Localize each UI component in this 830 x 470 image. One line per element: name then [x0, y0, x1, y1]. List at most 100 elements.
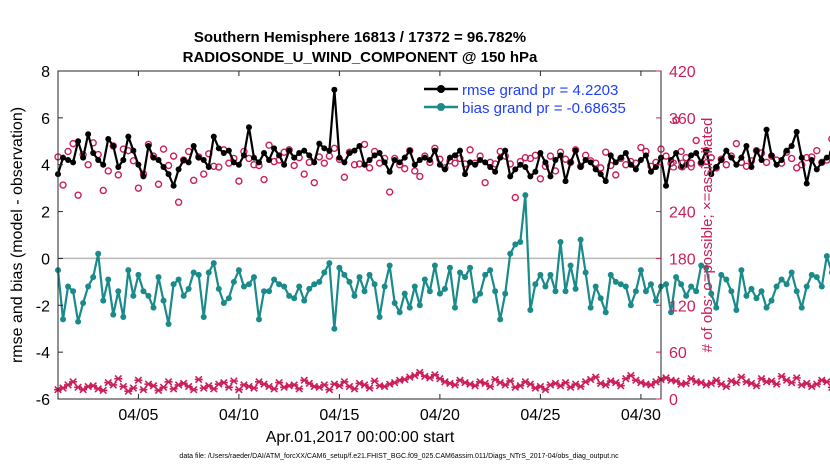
- rmse-point: [527, 173, 534, 180]
- rmse-point: [642, 152, 649, 159]
- rmse-point: [753, 147, 760, 154]
- rmse-point: [371, 152, 378, 159]
- bias-point: [487, 267, 494, 274]
- rmse-point: [507, 173, 514, 180]
- bias-point: [467, 264, 474, 271]
- bias-point: [296, 283, 303, 290]
- bias-point: [235, 267, 242, 274]
- obs-possible-point: [466, 146, 474, 154]
- rmse-point: [788, 142, 795, 149]
- rmse-point: [396, 159, 403, 166]
- bias-point: [783, 281, 790, 288]
- rmse-point: [617, 154, 624, 161]
- obs-assimilated-point: [229, 377, 238, 385]
- bias-point: [642, 288, 649, 295]
- rmse-point: [482, 159, 489, 166]
- y-tick-label: 8: [41, 64, 50, 81]
- rmse-point: [291, 154, 298, 161]
- bias-point: [436, 290, 443, 297]
- rmse-point: [627, 161, 634, 168]
- rmse-point: [502, 147, 509, 154]
- rmse-point: [215, 145, 222, 152]
- obs-assimilated-point: [295, 385, 304, 393]
- rmse-point: [190, 142, 197, 149]
- bias-point: [708, 290, 715, 297]
- bias-point: [577, 236, 584, 243]
- bias-point: [512, 241, 519, 248]
- bias-point: [632, 288, 639, 295]
- rmse-point: [512, 166, 519, 173]
- obs-possible-point: [536, 175, 545, 183]
- rmse-point: [261, 150, 268, 156]
- rmse-point: [808, 157, 815, 164]
- bias-point: [537, 271, 544, 278]
- bias-point: [587, 304, 594, 311]
- obs-possible-point: [672, 116, 680, 124]
- rmse-point: [477, 157, 484, 164]
- bias-point: [733, 306, 740, 313]
- bias-point: [768, 297, 775, 304]
- rmse-point: [728, 154, 735, 161]
- obs-possible-point: [114, 171, 123, 179]
- rmse-point: [195, 154, 202, 161]
- obs-assimilated-point: [194, 375, 203, 384]
- bias-point: [622, 283, 629, 290]
- rmse-point: [813, 166, 820, 173]
- bias-point: [542, 283, 549, 290]
- rmse-point: [110, 142, 117, 149]
- bias-point: [472, 297, 479, 304]
- bias-point: [185, 285, 192, 292]
- rmse-point: [607, 152, 614, 159]
- bias-point: [60, 316, 67, 323]
- data-file-footnote: data file: /Users/raeder/DAI/ATM_forcXX/…: [179, 453, 619, 460]
- rmse-point: [773, 161, 780, 168]
- obs-possible-point: [350, 161, 359, 169]
- rmse-point: [462, 171, 469, 178]
- bias-point: [396, 309, 403, 316]
- bias-point: [693, 288, 700, 295]
- bias-point: [245, 281, 252, 288]
- rmse-point: [90, 150, 97, 156]
- bias-point: [160, 297, 167, 304]
- rmse-point: [326, 147, 333, 154]
- obs-possible-point: [637, 143, 645, 152]
- bias-point: [371, 281, 378, 288]
- rmse-point: [205, 164, 212, 171]
- rmse-point: [612, 159, 619, 166]
- rmse-point: [281, 161, 288, 168]
- bias-point: [793, 288, 800, 295]
- rmse-point: [637, 157, 644, 164]
- obs-assimilated-point: [365, 384, 374, 392]
- legend: rmse grand pr = 4.2203 bias grand pr = -…: [416, 78, 660, 117]
- y-tick-label: 2: [41, 205, 50, 222]
- rmse-point: [256, 159, 262, 166]
- bias-point: [100, 297, 107, 304]
- obs-possible-point: [64, 147, 72, 156]
- obs-possible-point: [59, 181, 67, 189]
- rmse-point: [467, 159, 474, 166]
- rmse-point: [276, 152, 283, 159]
- bias-point: [80, 299, 87, 306]
- obs-assimilated-point: [616, 381, 625, 390]
- bias-point: [356, 274, 363, 281]
- rmse-point: [401, 154, 408, 161]
- bias-point: [311, 281, 318, 288]
- rmse-point: [436, 161, 443, 168]
- obs-possible-point: [732, 139, 741, 148]
- rmse-point: [743, 142, 750, 149]
- bias-point: [250, 274, 257, 281]
- bias-point: [391, 299, 398, 306]
- obs-possible-point: [200, 170, 208, 178]
- bias-point: [547, 271, 554, 278]
- rmse-point: [451, 152, 458, 159]
- obs-possible-point: [250, 161, 258, 169]
- bias-point: [406, 304, 413, 311]
- rmse-point: [266, 157, 273, 164]
- rmse-point: [632, 166, 639, 173]
- rmse-point: [411, 161, 418, 168]
- x-axis-label: Apr.01,2017 00:00:00 start: [266, 429, 455, 446]
- bias-point: [572, 285, 579, 292]
- obs-possible-point: [481, 178, 489, 187]
- obs-possible-point: [602, 148, 610, 156]
- rmse-point: [537, 150, 544, 156]
